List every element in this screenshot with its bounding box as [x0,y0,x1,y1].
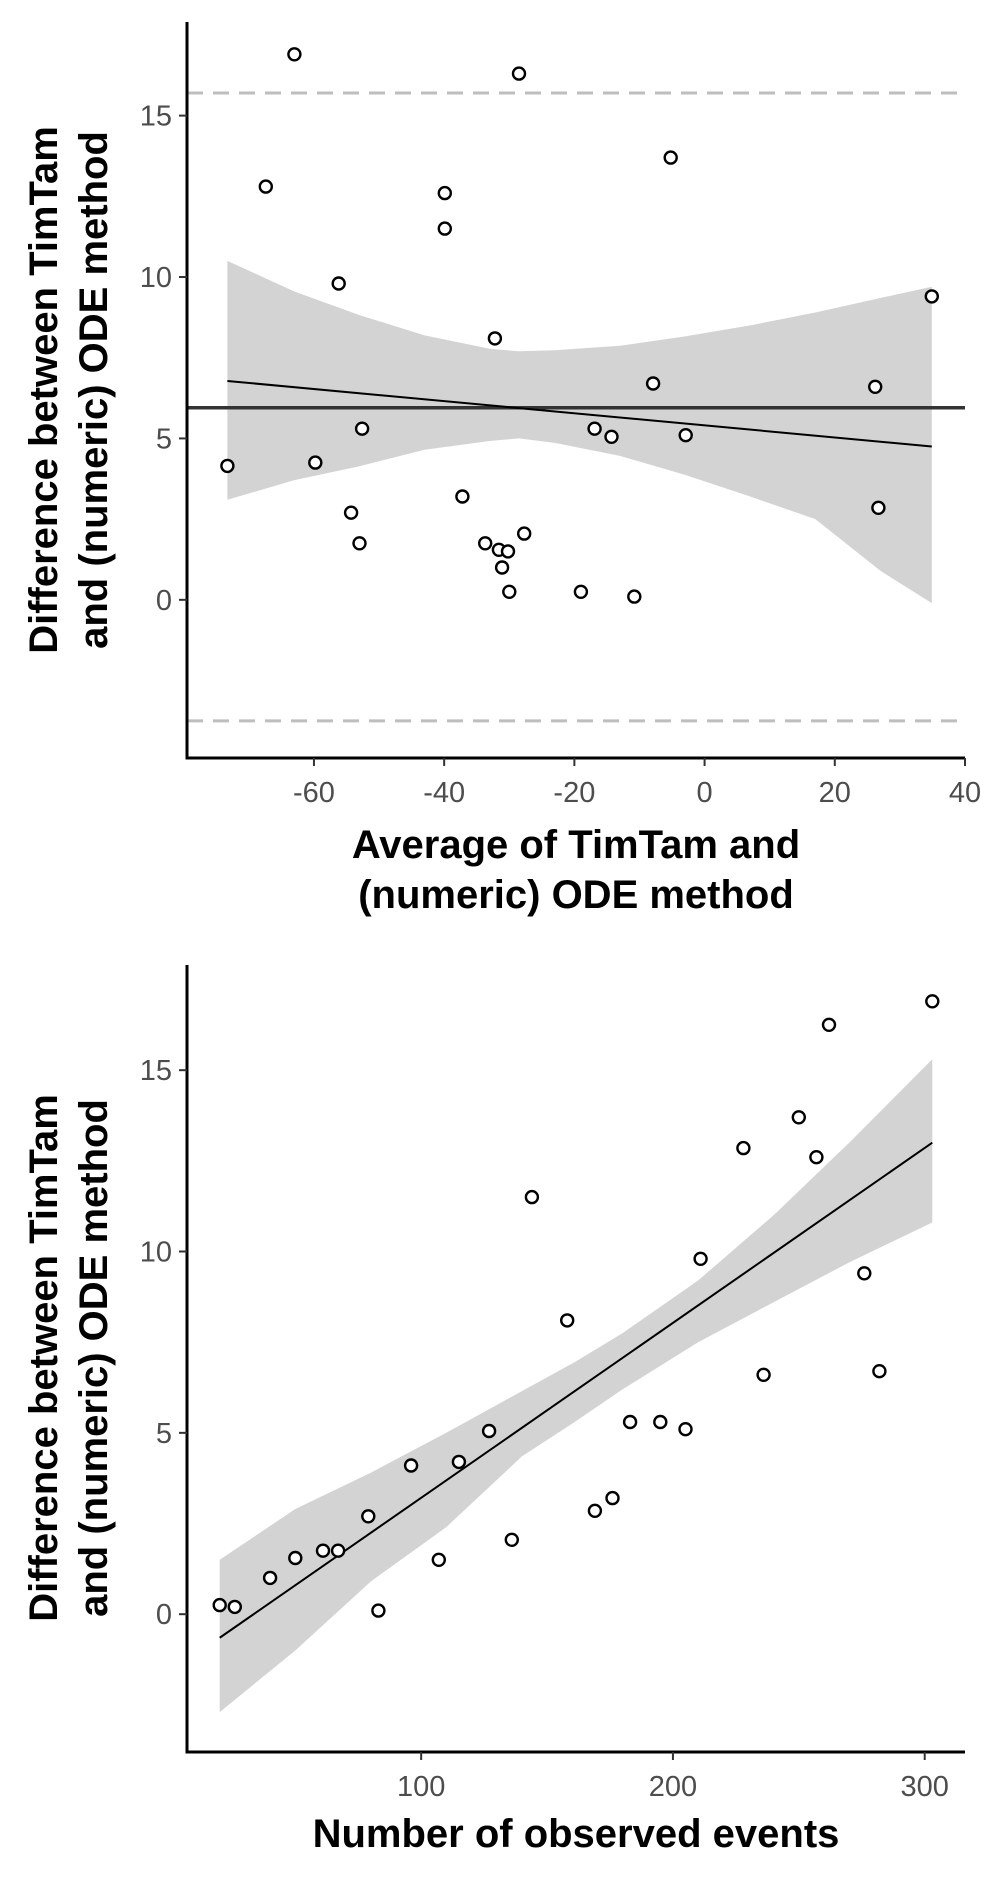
p2-data-point-28 [925,994,940,1009]
p1-x-tick-label: -20 [553,777,595,809]
p1-x-tick-label: -40 [423,777,465,809]
p2-data-point-20 [693,1251,708,1267]
p2-data-point-12 [504,1532,519,1548]
p2-data-point-7 [371,1603,386,1618]
p2-data-point-26 [857,1266,872,1281]
p1-data-point-5 [354,421,370,436]
p2-data-point-5 [330,1543,346,1558]
p2-data-point-14 [560,1313,575,1328]
p2-data-point-11 [481,1423,497,1439]
p2-y-axis-title: and (numeric) ODE method [72,1099,116,1617]
p1-data-point-6 [343,505,359,520]
p1-data-point-24 [663,150,678,165]
p1-data-point-25 [678,428,693,443]
p1-data-point-16 [502,584,517,599]
p1-data-point-8 [437,185,452,201]
p2-fit-line [219,1141,933,1639]
p2-data-point-6 [361,1509,376,1524]
p1-data-point-18 [517,526,532,541]
p1-data-point-28 [924,289,939,304]
p2-x-axis-title: Number of observed events [313,1812,840,1856]
p1-data-point-23 [645,376,661,391]
p2-data-point-27 [872,1363,887,1379]
p1-data-point-22 [627,589,642,604]
p2-x-tick-label: 100 [397,1771,445,1803]
p1-data-point-1 [287,47,302,62]
p2-y-axis-title: Difference between TimTam [22,1094,66,1622]
p2-data-point-18 [653,1414,668,1430]
p2-data-point-1 [227,1599,243,1615]
p2-confidence-band [219,1059,933,1713]
p1-data-point-7 [352,536,367,551]
p1-x-axis-title: (numeric) ODE method [358,873,794,917]
p1-data-point-12 [478,536,493,551]
p1-y-axis-title: and (numeric) ODE method [72,131,116,649]
p1-data-point-14 [494,560,510,575]
p2-data-point-0 [212,1597,227,1613]
p1-data-point-9 [437,221,452,236]
p1-data-point-2 [258,179,273,194]
p1-fit-line [227,379,932,448]
p1-data-point-11 [487,331,503,346]
p2-data-point-16 [605,1490,620,1506]
p2-data-point-24 [809,1149,824,1165]
p2-y-tick-label: 5 [156,1418,172,1450]
p1-y-tick-label: 10 [140,262,172,294]
p2-data-point-17 [622,1414,638,1430]
p2-data-point-3 [288,1550,303,1566]
p1-data-point-3 [331,276,346,291]
p2-y-tick-label: 0 [156,1599,172,1631]
p2-data-point-10 [451,1454,467,1470]
p2-data-point-21 [736,1140,751,1156]
p2-data-point-25 [821,1017,837,1033]
p1-data-point-4 [308,455,323,470]
p1-data-point-0 [220,458,235,474]
p1-x-axis-title: Average of TimTam and [352,823,800,867]
p1-y-tick-label: 5 [156,423,172,455]
p1-y-axis-title: Difference between TimTam [22,126,66,654]
p1-confidence-band [227,260,932,604]
p1-data-point-27 [871,500,886,515]
p1-data-point-21 [604,429,619,444]
p1-data-point-15 [500,544,516,559]
p1-y-tick-label: 0 [156,585,172,617]
p2-data-point-15 [587,1503,603,1519]
p2-x-tick-label: 200 [649,1771,697,1803]
p1-data-point-20 [587,421,602,436]
p2-y-tick-label: 15 [140,1055,172,1087]
p1-x-tick-label: 20 [819,777,851,809]
p2-data-point-2 [262,1570,278,1586]
p2-x-tick-label: 300 [901,1771,949,1803]
p1-data-point-26 [868,379,883,394]
p1-y-tick-label: 15 [140,101,172,133]
p2-data-point-22 [756,1367,771,1383]
p2-data-point-8 [403,1458,419,1473]
p1-x-tick-label: -60 [293,777,335,809]
p2-data-point-4 [315,1543,331,1558]
p2-data-point-23 [791,1110,806,1125]
p1-data-point-10 [455,489,470,504]
p2-data-point-13 [524,1189,540,1205]
p2-data-point-9 [431,1552,446,1568]
p2-y-tick-label: 10 [140,1237,172,1269]
p1-x-tick-label: 0 [697,777,713,809]
p1-x-tick-label: 40 [949,777,981,809]
p1-data-point-17 [511,66,527,81]
p2-data-point-19 [678,1421,693,1437]
p1-data-point-19 [573,584,589,599]
